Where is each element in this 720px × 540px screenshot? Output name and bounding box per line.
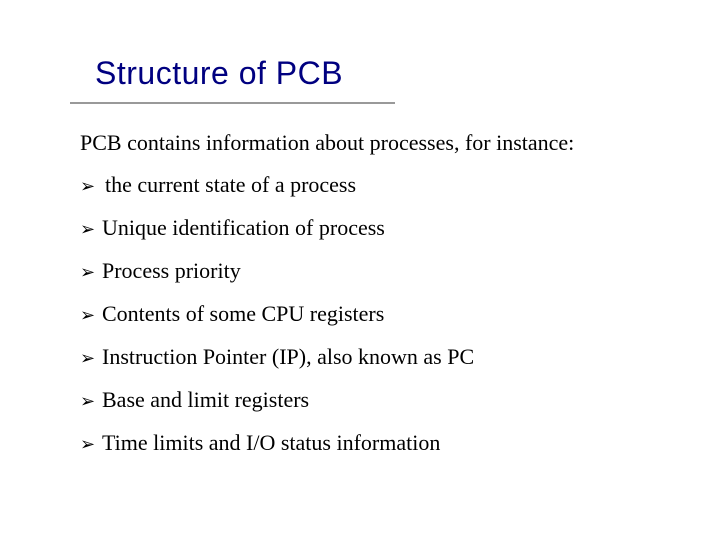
- bullet-text: Base and limit registers: [102, 387, 309, 413]
- bullet-marker-icon: ➢: [80, 219, 102, 240]
- bullet-marker-icon: ➢: [80, 348, 102, 369]
- title-underline: [70, 102, 395, 104]
- list-item: ➢ Time limits and I/O status information: [80, 430, 680, 456]
- list-item: ➢ Process priority: [80, 258, 680, 284]
- bullet-marker-icon: ➢: [80, 176, 102, 197]
- list-item: ➢ the current state of a process: [80, 172, 680, 198]
- intro-text: PCB contains information about processes…: [80, 130, 574, 156]
- bullet-text: the current state of a process: [105, 172, 356, 198]
- bullet-text: Instruction Pointer (IP), also known as …: [102, 344, 474, 370]
- bullet-marker-icon: ➢: [80, 305, 102, 326]
- bullet-text: Time limits and I/O status information: [102, 430, 440, 456]
- list-item: ➢ Unique identification of process: [80, 215, 680, 241]
- bullet-text: Unique identification of process: [102, 215, 385, 241]
- bullet-marker-icon: ➢: [80, 434, 102, 455]
- slide-title: Structure of PCB: [95, 55, 343, 96]
- title-container: Structure of PCB: [95, 55, 343, 96]
- bullet-marker-icon: ➢: [80, 262, 102, 283]
- slide: Structure of PCB PCB contains informatio…: [0, 0, 720, 540]
- list-item: ➢ Base and limit registers: [80, 387, 680, 413]
- bullet-list: ➢ the current state of a process ➢ Uniqu…: [80, 172, 680, 473]
- list-item: ➢ Instruction Pointer (IP), also known a…: [80, 344, 680, 370]
- bullet-text: Process priority: [102, 258, 241, 284]
- bullet-marker-icon: ➢: [80, 391, 102, 412]
- list-item: ➢ Contents of some CPU registers: [80, 301, 680, 327]
- bullet-text: Contents of some CPU registers: [102, 301, 384, 327]
